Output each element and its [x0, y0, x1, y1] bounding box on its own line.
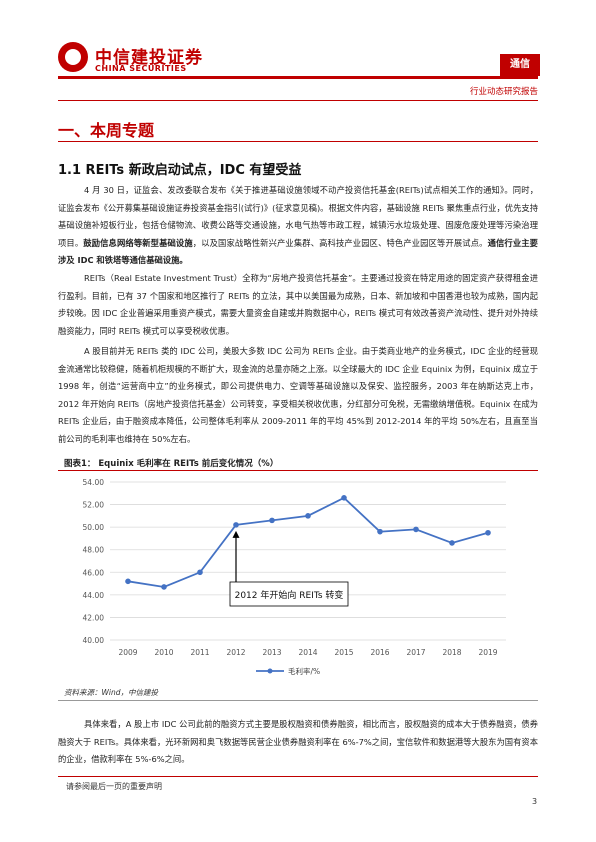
- x-tick-label: 2015: [334, 648, 353, 657]
- data-point: [305, 513, 311, 519]
- para1-mid: ，以及国家战略性新兴产业集群、高科技产业园区、特色产业园区等开展试点。: [193, 238, 488, 248]
- x-tick-label: 2010: [154, 648, 173, 657]
- x-tick-label: 2014: [298, 648, 317, 657]
- chart-x-ticks: 2009 2010 2011 2012 2013 2014 2015 2016 2017 2018…: [118, 648, 497, 657]
- section-tag: 通信: [500, 54, 540, 76]
- series-line: [128, 498, 488, 587]
- data-point: [269, 518, 275, 524]
- chart-legend: 毛利率/%: [256, 666, 320, 676]
- data-point: [125, 579, 131, 585]
- data-point: [485, 530, 491, 536]
- y-tick-label: 42.00: [83, 613, 105, 622]
- header-rule: [58, 76, 538, 79]
- report-type: 行业动态研究报告: [470, 85, 538, 97]
- figure-caption: 图表1： Equinix 毛利率在 REITs 前后变化情况（%）: [64, 457, 278, 469]
- subsection-heading: 1.1 REITs 新政启动试点，IDC 有望受益: [58, 159, 301, 178]
- data-point: [233, 522, 239, 528]
- annotation-arrowhead: [233, 531, 240, 538]
- y-tick-label: 50.00: [83, 523, 105, 532]
- company-name-en: CHINA SECURITIES: [95, 64, 187, 73]
- data-point: [197, 569, 203, 575]
- chart-y-ticks: 40.00 42.00 44.00 46.00 48.00 50.00 52.00 54.00: [83, 478, 105, 645]
- x-tick-label: 2018: [442, 648, 461, 657]
- gross-margin-chart: 40.00 42.00 44.00 46.00 48.00 50.00 52.00 54.00…: [58, 472, 538, 684]
- paragraph-reits-definition: REITs（Real Estate Investment Trust）全称为“房…: [58, 270, 538, 340]
- y-tick-label: 46.00: [83, 568, 105, 577]
- y-tick-label: 54.00: [83, 478, 105, 487]
- data-point: [161, 584, 167, 590]
- x-tick-label: 2019: [478, 648, 497, 657]
- x-tick-label: 2011: [190, 648, 209, 657]
- x-tick-label: 2016: [370, 648, 389, 657]
- figure-source: 资料来源：Wind，中信建投: [64, 687, 158, 698]
- data-point: [377, 529, 383, 535]
- y-tick-label: 48.00: [83, 546, 105, 555]
- chart-gridlines: [110, 482, 506, 640]
- figure-caption-rule: [58, 470, 538, 471]
- legend-label: 毛利率/%: [288, 666, 320, 676]
- page-number: 3: [532, 797, 537, 806]
- paragraph-policy: 4 月 30 日，证监会、发改委联合发布《关于推进基础设施领域不动产投资信托基金…: [58, 182, 538, 270]
- legend-marker: [268, 669, 273, 674]
- x-tick-label: 2017: [406, 648, 425, 657]
- company-logo-mark-inner: [65, 49, 81, 65]
- annotation-text: 2012 年开始向 REITs 转变: [235, 589, 344, 601]
- footer-disclaimer: 请参阅最后一页的重要声明: [66, 781, 162, 792]
- y-tick-label: 52.00: [83, 501, 105, 510]
- header-divider: [58, 100, 538, 101]
- para1-bold1: 鼓励信息网络等新型基础设施: [83, 238, 193, 248]
- paragraph-financing: 具体来看，A 股上市 IDC 公司此前的融资方式主要是股权融资和债券融资，相比而…: [58, 716, 538, 769]
- data-point: [449, 540, 455, 546]
- data-point: [341, 495, 347, 501]
- paragraph-equinix: A 股目前并无 REITs 类的 IDC 公司，美股大多数 IDC 公司为 RE…: [58, 343, 538, 448]
- section-heading: 一、本周专题: [58, 117, 154, 141]
- chart-series: [125, 495, 491, 590]
- y-tick-label: 44.00: [83, 591, 105, 600]
- data-point: [413, 527, 419, 533]
- figure-source-rule: [58, 700, 538, 701]
- x-tick-label: 2009: [118, 648, 137, 657]
- x-tick-label: 2013: [262, 648, 281, 657]
- section-heading-rule: [58, 141, 538, 142]
- y-tick-label: 40.00: [83, 636, 105, 645]
- x-tick-label: 2012: [226, 648, 245, 657]
- footer-rule: [58, 776, 538, 777]
